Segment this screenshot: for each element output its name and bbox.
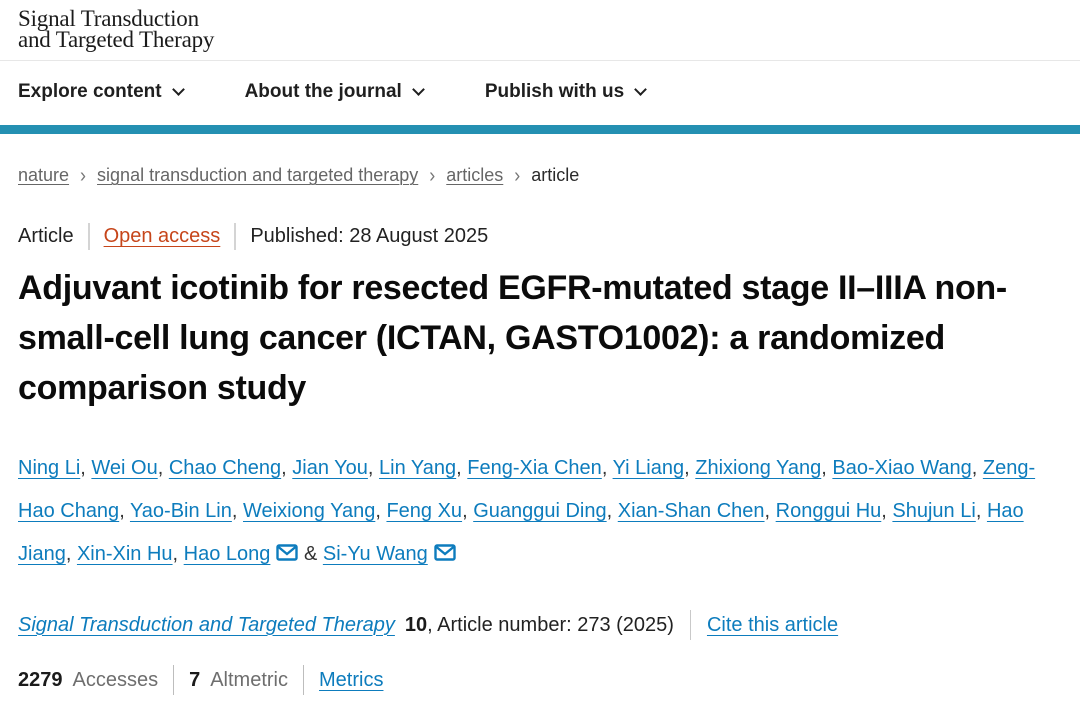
author-separator: , — [764, 500, 776, 522]
article-title: Adjuvant icotinib for resected EGFR-muta… — [18, 269, 1007, 407]
nav-item-about-the-journal[interactable]: About the journal — [244, 81, 425, 103]
author-link[interactable]: Weixiong Yang — [243, 500, 376, 522]
author-link[interactable]: Jian You — [292, 457, 368, 479]
author-separator: , — [975, 500, 987, 522]
author-link[interactable]: Si-Yu Wang — [322, 543, 428, 565]
main-nav: Explore content About the journal Publish … — [0, 61, 1080, 125]
breadcrumb-item-nature[interactable]: nature — [18, 165, 70, 185]
author-separator: , — [172, 543, 184, 565]
author-separator: , — [821, 457, 833, 479]
author-separator: , — [119, 500, 130, 522]
author-link[interactable]: Yao-Bin Lin — [129, 500, 232, 522]
author-separator: & — [298, 543, 323, 565]
author-separator: , — [456, 457, 468, 479]
email-envelope-icon[interactable] — [276, 534, 299, 577]
breadcrumb-chevron-icon: › — [80, 163, 87, 187]
article-type-label: Article — [18, 225, 74, 247]
breadcrumb-item-articles[interactable]: articles — [446, 165, 504, 185]
altmetric-count: 7 — [189, 668, 201, 691]
journal-logo-line1: Signal Transduction — [18, 6, 199, 31]
nav-item-label: About the journal — [244, 81, 402, 102]
breadcrumb-chevron-icon: › — [514, 163, 521, 187]
author-separator: , — [684, 457, 696, 479]
accesses-count: 2279 — [18, 668, 63, 691]
open-access-link[interactable]: Open access — [103, 225, 221, 247]
article-header-main: nature › signal transduction and targeted … — [0, 134, 1080, 695]
journal-citation-link[interactable]: Signal Transduction and Targeted Therapy — [18, 613, 395, 636]
author-link[interactable]: Feng Xu — [386, 500, 463, 522]
metrics-link[interactable]: Metrics — [319, 668, 384, 691]
teal-divider-bar — [0, 125, 1080, 134]
published-date: Published: 28 August 2025 — [250, 225, 489, 247]
author-separator: , — [881, 500, 893, 522]
author-link[interactable]: Hao Jiang — [18, 500, 1024, 565]
author-link[interactable]: Ning Li — [18, 457, 81, 479]
author-separator: , — [65, 543, 77, 565]
author-link[interactable]: Xin-Xin Hu — [76, 543, 173, 565]
author-separator: , — [971, 457, 983, 479]
author-link[interactable]: Zhixiong Yang — [695, 457, 822, 479]
author-separator: , — [367, 457, 380, 479]
altmetric-label: Altmetric — [210, 668, 289, 691]
author-link[interactable]: Ronggui Hu — [775, 500, 882, 522]
journal-logo-band: Signal Transduction and Targeted Therapy — [0, 0, 1080, 61]
nav-item-label: Explore content — [18, 81, 162, 102]
nav-item-publish-with-us[interactable]: Publish with us — [484, 81, 648, 103]
nav-item-explore-content[interactable]: Explore content — [18, 81, 185, 103]
author-link[interactable]: Lin Yang — [379, 457, 457, 479]
accesses-label: Accesses — [72, 668, 159, 691]
metrics-divider — [173, 665, 175, 695]
author-link[interactable]: Shujun Li — [892, 500, 976, 522]
chevron-down-icon — [411, 82, 425, 96]
breadcrumb: nature › signal transduction and targeted … — [18, 163, 1062, 187]
author-separator: , — [606, 500, 618, 522]
author-separator: , — [601, 457, 613, 479]
author-link[interactable]: Zeng-Hao Chang — [18, 457, 1036, 522]
author-separator: , — [281, 457, 293, 479]
chevron-down-icon — [634, 82, 648, 96]
citation-row: Signal Transduction and Targeted Therapy… — [18, 610, 1062, 640]
breadcrumb-item-article: article — [531, 165, 580, 185]
citation-divider — [689, 610, 691, 640]
article-meta-row: Article Open access Published: 28 August… — [18, 223, 1062, 250]
article-number-text: , Article number: 273 (2025) — [427, 613, 674, 636]
nav-item-label: Publish with us — [484, 81, 625, 102]
author-link[interactable]: Chao Cheng — [168, 457, 282, 479]
page-header: Signal Transduction and Targeted Therapy… — [0, 0, 1080, 134]
author-separator: , — [462, 500, 474, 522]
journal-logo-line2: and Targeted Therapy — [18, 27, 215, 52]
volume-number: 10 — [404, 613, 428, 636]
author-link[interactable]: Wei Ou — [91, 457, 158, 479]
breadcrumb-chevron-icon: › — [429, 163, 436, 187]
chevron-down-icon — [171, 82, 185, 96]
author-link[interactable]: Feng-Xia Chen — [467, 457, 602, 479]
author-link[interactable]: Xian-Shan Chen — [617, 500, 765, 522]
journal-logo[interactable]: Signal Transduction and Targeted Therapy — [18, 6, 1062, 52]
author-link[interactable]: Yi Liang — [612, 457, 685, 479]
author-separator: , — [80, 457, 92, 479]
author-separator: , — [375, 500, 387, 522]
cite-this-article-link[interactable]: Cite this article — [706, 613, 839, 636]
metrics-row: 2279 Accesses 7 Altmetric Metrics — [18, 665, 1062, 695]
author-separator: , — [157, 457, 169, 479]
metrics-divider — [303, 665, 305, 695]
meta-divider — [234, 223, 237, 250]
email-envelope-icon[interactable] — [434, 534, 456, 577]
author-separator: , — [231, 500, 243, 522]
author-link[interactable]: Bao-Xiao Wang — [832, 457, 972, 479]
authors-list: Ning Li, Wei Ou, Chao Cheng, Jian You, L… — [18, 447, 1062, 577]
author-link[interactable]: Hao Long — [183, 543, 271, 565]
breadcrumb-item-signal-transduction-and-targeted-therapy[interactable]: signal transduction and targeted therapy — [97, 165, 419, 185]
meta-divider — [87, 223, 90, 250]
author-link[interactable]: Guanggui Ding — [473, 500, 607, 522]
